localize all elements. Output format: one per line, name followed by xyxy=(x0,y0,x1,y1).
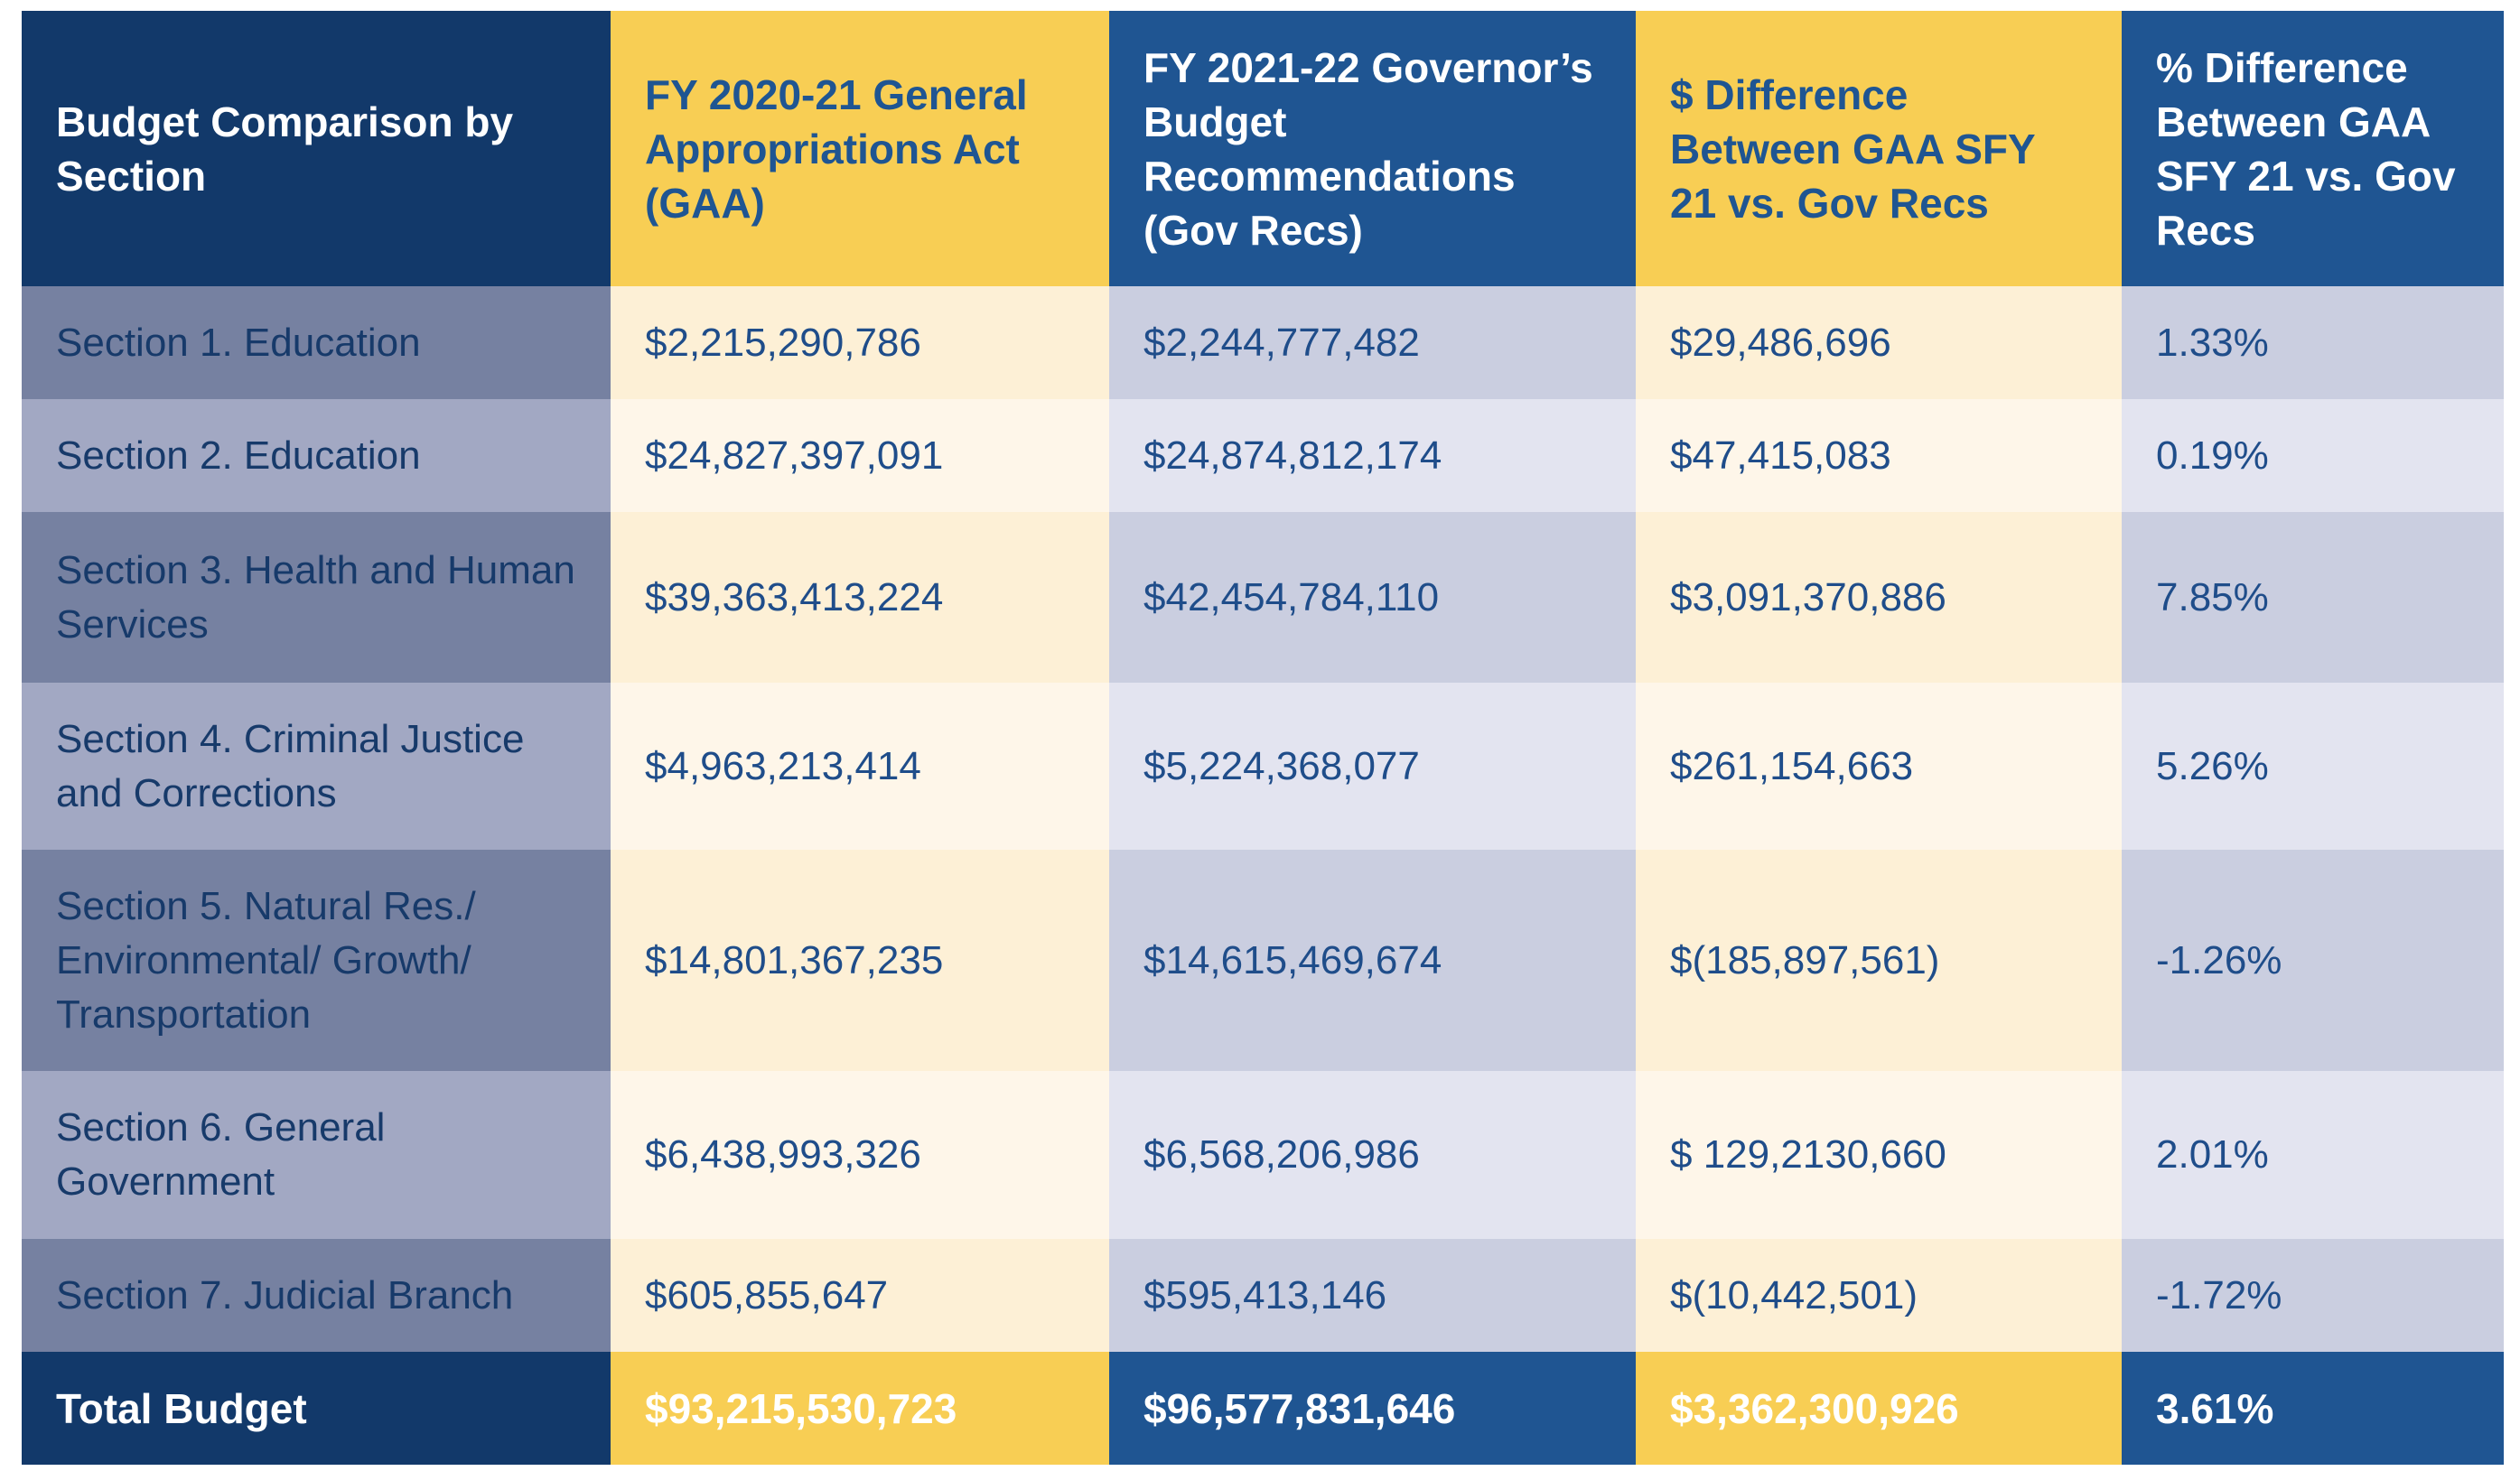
dollar-difference: $3,091,370,886 xyxy=(1636,512,2122,683)
percent-difference: 5.26% xyxy=(2122,683,2504,850)
percent-difference: -1.26% xyxy=(2122,850,2504,1071)
gaa-value: $39,363,413,224 xyxy=(611,512,1109,683)
gov-recs-value: $24,874,812,174 xyxy=(1109,399,1636,512)
percent-difference: 0.19% xyxy=(2122,399,2504,512)
dollar-difference: $(185,897,561) xyxy=(1636,850,2122,1071)
percent-difference: 7.85% xyxy=(2122,512,2504,683)
section-name: Section 7. Judicial Branch xyxy=(22,1239,611,1352)
dollar-difference: $29,486,696 xyxy=(1636,286,2122,399)
total-gaa: $93,215,530,723 xyxy=(611,1352,1109,1465)
percent-difference: 2.01% xyxy=(2122,1071,2504,1239)
section-name: Section 6. General Government xyxy=(22,1071,611,1239)
table-row: Section 1. Education $2,215,290,786 $2,244… xyxy=(22,286,2504,399)
gaa-value: $4,963,213,414 xyxy=(611,683,1109,850)
header-section: Budget Comparison by Section xyxy=(22,11,611,286)
header-gaa: FY 2020-21 General Appropriations Act (G… xyxy=(611,11,1109,286)
total-row: Total Budget $93,215,530,723 $96,577,831… xyxy=(22,1352,2504,1465)
gaa-value: $14,801,367,235 xyxy=(611,850,1109,1071)
table-row: Section 3. Health and Human Services $39,… xyxy=(22,512,2504,683)
total-percent-difference: 3.61% xyxy=(2122,1352,2504,1465)
gaa-value: $6,438,993,326 xyxy=(611,1071,1109,1239)
header-row: Budget Comparison by Section FY 2020-21 … xyxy=(22,11,2504,286)
table-row: Section 2. Education $24,827,397,091 $24,8… xyxy=(22,399,2504,512)
dollar-difference: $47,415,083 xyxy=(1636,399,2122,512)
table-row: Section 5. Natural Res./ Environmental/ … xyxy=(22,850,2504,1071)
budget-comparison-table: Budget Comparison by Section FY 2020-21 … xyxy=(22,11,2504,1465)
total-dollar-difference: $3,362,300,926 xyxy=(1636,1352,2122,1465)
table-row: Section 6. General Government $6,438,993,… xyxy=(22,1071,2504,1239)
table-row: Section 7. Judicial Branch $605,855,647 $5… xyxy=(22,1239,2504,1352)
gaa-value: $2,215,290,786 xyxy=(611,286,1109,399)
table-row: Section 4. Criminal Justice and Correcti… xyxy=(22,683,2504,850)
total-label: Total Budget xyxy=(22,1352,611,1465)
gov-recs-value: $5,224,368,077 xyxy=(1109,683,1636,850)
dollar-difference: $ 129,2130,660 xyxy=(1636,1071,2122,1239)
gov-recs-value: $14,615,469,674 xyxy=(1109,850,1636,1071)
header-percent-difference: % Difference Between GAA SFY 21 vs. Gov … xyxy=(2122,11,2504,286)
dollar-difference: $(10,442,501) xyxy=(1636,1239,2122,1352)
section-name: Section 5. Natural Res./ Environmental/ … xyxy=(22,850,611,1071)
section-name: Section 4. Criminal Justice and Correcti… xyxy=(22,683,611,850)
header-dollar-difference: $ Difference Between GAA SFY 21 vs. Gov … xyxy=(1636,11,2122,286)
gov-recs-value: $2,244,777,482 xyxy=(1109,286,1636,399)
gov-recs-value: $595,413,146 xyxy=(1109,1239,1636,1352)
section-name: Section 2. Education xyxy=(22,399,611,512)
section-name: Section 1. Education xyxy=(22,286,611,399)
header-gov-recs: FY 2021-22 Governor’s Budget Recommendat… xyxy=(1109,11,1636,286)
percent-difference: -1.72% xyxy=(2122,1239,2504,1352)
section-name: Section 3. Health and Human Services xyxy=(22,512,611,683)
total-gov-recs: $96,577,831,646 xyxy=(1109,1352,1636,1465)
gaa-value: $24,827,397,091 xyxy=(611,399,1109,512)
dollar-difference: $261,154,663 xyxy=(1636,683,2122,850)
gaa-value: $605,855,647 xyxy=(611,1239,1109,1352)
percent-difference: 1.33% xyxy=(2122,286,2504,399)
gov-recs-value: $42,454,784,110 xyxy=(1109,512,1636,683)
gov-recs-value: $6,568,206,986 xyxy=(1109,1071,1636,1239)
